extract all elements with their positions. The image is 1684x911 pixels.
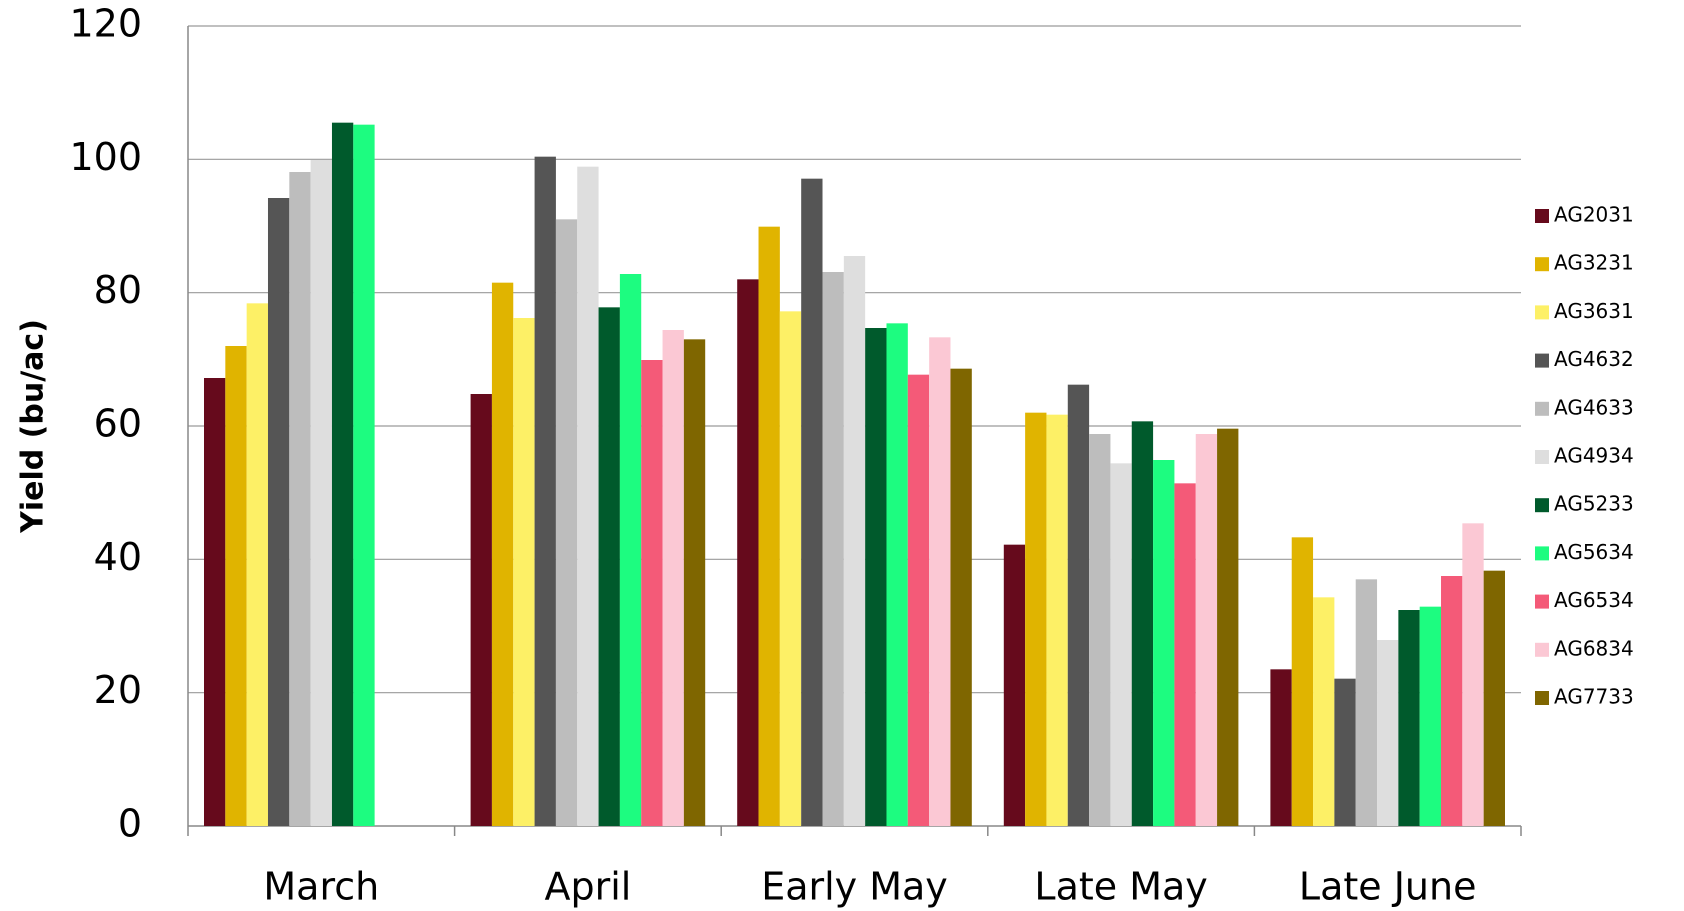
bar <box>1462 523 1484 826</box>
bar <box>1067 384 1090 826</box>
bar <box>907 374 930 826</box>
legend-label: AG3631 <box>1554 299 1634 323</box>
bar <box>1441 576 1463 826</box>
bar <box>1089 434 1111 826</box>
bar <box>1313 597 1335 826</box>
bar <box>555 219 578 827</box>
legend-label: AG4934 <box>1554 444 1634 468</box>
bar <box>1334 678 1356 826</box>
bar <box>1003 544 1026 826</box>
bar <box>641 360 663 826</box>
bar <box>758 226 780 826</box>
bar <box>1131 421 1154 826</box>
bar <box>619 274 642 826</box>
bar <box>1398 610 1420 826</box>
legend-label: AG4633 <box>1554 395 1634 419</box>
bar <box>1377 640 1399 826</box>
legend-label: AG5233 <box>1554 492 1634 516</box>
bar <box>246 303 268 826</box>
legend-swatch <box>1535 353 1549 368</box>
bar <box>1174 483 1196 826</box>
bar <box>1217 428 1239 826</box>
bar <box>1483 570 1505 826</box>
legend-label: AG2031 <box>1554 203 1634 227</box>
legend-label: AG6534 <box>1554 588 1634 612</box>
bar <box>353 124 375 826</box>
bar <box>267 198 290 826</box>
bar <box>737 279 759 826</box>
legend-swatch <box>1535 401 1549 416</box>
legend-label: AG3231 <box>1554 251 1634 275</box>
bar <box>225 346 247 826</box>
bar <box>598 307 620 826</box>
legend-swatch <box>1535 594 1549 609</box>
legend-swatch <box>1535 498 1549 513</box>
legend-swatch <box>1535 257 1549 272</box>
y-tick-label: 0 <box>118 802 142 846</box>
bar <box>843 256 866 826</box>
legend-swatch <box>1535 450 1549 464</box>
bar <box>1355 579 1378 826</box>
legend-label: AG6834 <box>1554 636 1634 660</box>
legend-label: AG4632 <box>1554 347 1634 371</box>
bar <box>470 394 492 826</box>
y-tick-label: 60 <box>94 402 142 446</box>
x-tick-label: Late June <box>1299 865 1477 909</box>
bar <box>331 122 354 826</box>
legend-swatch <box>1535 209 1549 223</box>
legend-swatch <box>1535 642 1549 657</box>
bar <box>929 337 951 826</box>
y-tick-label: 40 <box>94 535 142 579</box>
bar <box>1195 434 1218 826</box>
y-axis-title: Yield (bu/ac) <box>16 319 51 534</box>
bar <box>865 328 887 826</box>
y-tick-label: 80 <box>94 268 142 312</box>
legend-label: AG5634 <box>1554 540 1634 564</box>
bar <box>204 378 226 826</box>
bar <box>950 368 972 826</box>
bar <box>513 318 535 826</box>
bar <box>1153 460 1175 826</box>
bar <box>683 339 706 826</box>
x-tick-label: Late May <box>1034 865 1207 909</box>
bar <box>310 160 332 826</box>
legend-swatch <box>1535 546 1549 561</box>
x-tick-label: March <box>263 865 379 909</box>
y-tick-label: 20 <box>94 668 142 712</box>
bar <box>1291 537 1314 826</box>
bar <box>779 311 802 826</box>
bar <box>577 166 599 826</box>
bar <box>289 172 311 826</box>
bar <box>1046 414 1068 826</box>
legend-swatch <box>1535 691 1549 705</box>
x-tick-label: April <box>544 865 631 909</box>
y-tick-label: 100 <box>69 135 142 179</box>
legend-swatch <box>1535 305 1549 320</box>
bar <box>822 272 844 826</box>
bar <box>801 178 823 826</box>
bar <box>534 156 556 826</box>
bar <box>1419 606 1442 826</box>
y-tick-label: 120 <box>69 2 142 46</box>
legend-label: AG7733 <box>1554 685 1634 709</box>
bar <box>1110 463 1132 826</box>
bar <box>1025 412 1047 826</box>
bar <box>1270 669 1292 826</box>
x-tick-label: Early May <box>761 865 948 909</box>
bar <box>662 330 684 826</box>
bar <box>886 323 908 826</box>
bar <box>491 282 514 827</box>
